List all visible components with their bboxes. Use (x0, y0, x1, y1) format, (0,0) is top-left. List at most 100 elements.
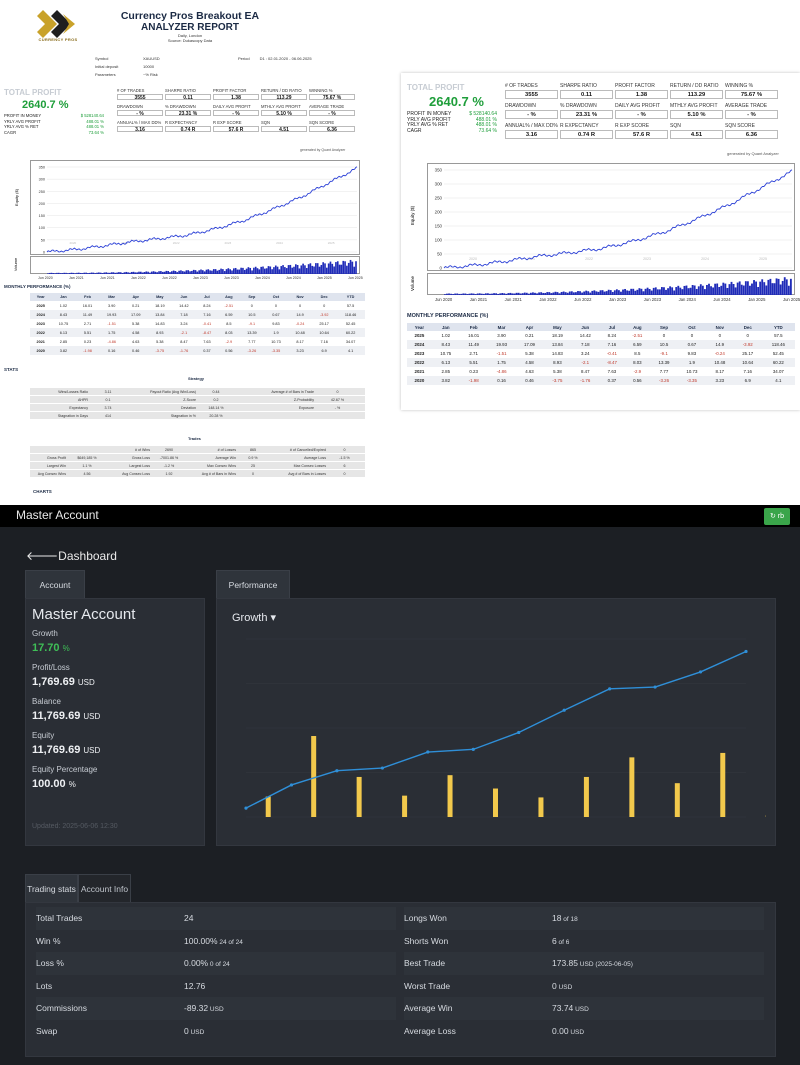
volume-bar (302, 263, 304, 274)
volume-bar (174, 271, 177, 274)
volume-bar (214, 269, 217, 274)
table-cell: 8.43 (51, 310, 76, 319)
stat-key: Longs Won (404, 913, 447, 923)
volume-bar (658, 289, 661, 295)
x-tick-label: Jun 2021 (100, 276, 115, 280)
table-cell: 4.58 (515, 358, 544, 367)
currency-pros-logo (37, 10, 75, 38)
balance-item: Balance 11,769.69 USD (32, 697, 100, 722)
tab-account-info[interactable]: Account Info (78, 874, 131, 902)
stats-row: Wins/Losses Ratio 3.11 Payout Ratio (Avg W… (30, 388, 365, 396)
table-cell: 3.90 (107, 303, 116, 308)
back-to-dashboard-link[interactable]: 🡐Dashboard (26, 549, 117, 563)
volume-bar (628, 290, 631, 295)
table-row: 2023 10.75 2.71 -1.51 5.38 14.83 3.24 -0.41 8.5 -… (407, 349, 795, 358)
volume-bar (468, 293, 471, 295)
table-cell: -8.47 (195, 328, 218, 337)
volume-bar (515, 292, 518, 295)
table-cell: 0.21 (525, 333, 534, 338)
volume-bar (554, 291, 557, 295)
tab-account-details[interactable]: Account Details (25, 570, 85, 618)
volume-bar (613, 290, 616, 295)
volume-bar (98, 272, 100, 274)
volume-bar (566, 292, 569, 295)
stat-cell: AVERAGE TRADE - % (309, 104, 355, 117)
table-cell: 6.59 (624, 340, 651, 349)
meta-row: Symbol XAUUSD (95, 56, 183, 64)
tab-trading-stats[interactable]: Trading stats (25, 874, 78, 902)
table-cell: 18.19 (551, 333, 563, 338)
volume-bar (767, 279, 770, 295)
trading-stat-row: Average Win 73.74 USD (404, 997, 764, 1021)
stat-value: 75.67 % (725, 90, 778, 99)
stat-cell: R EXPECTANCY 0.74 R (165, 120, 211, 133)
table-cell: 10.75 (58, 321, 69, 326)
volume-bar (140, 271, 142, 274)
stat-value: 5.10 % (261, 110, 307, 117)
volume-bar (245, 268, 248, 274)
stat-value: 57.6 R (213, 126, 259, 133)
account-dashboard: Master Account ↻ rb 🡐Dashboard Account D… (0, 505, 800, 1065)
volume-bar (636, 289, 639, 295)
volume-bar (642, 291, 645, 295)
table-cell: 0.23 (83, 339, 92, 344)
money-row: YRLY AVG PROFIT 488.01 % (4, 119, 104, 125)
table-cell: 8.43 (431, 340, 460, 349)
table-cell: -3.35 (677, 376, 706, 385)
volume-bar (593, 290, 596, 295)
stat-value: 3555 (117, 94, 163, 101)
money-value: $ 528140.64 (80, 113, 104, 118)
month-header: Jun (171, 293, 196, 301)
growth-chart (244, 638, 766, 818)
volume-bar (648, 288, 651, 295)
daily-bar (265, 796, 271, 817)
volume-bar (105, 272, 107, 274)
money-row: YRLY AVG % RET 488.01 % (4, 124, 104, 130)
volume-bar (192, 269, 195, 274)
month-header: May (543, 323, 572, 331)
volume-bar (556, 292, 559, 295)
volume-bar (560, 291, 563, 295)
stats-cell: 42.67 % (330, 397, 345, 402)
chart-type-dropdown[interactable]: Growth ▾ (232, 612, 277, 624)
table-cell: 3.23 (288, 346, 313, 355)
growth-item: Growth 17.70 % (32, 629, 70, 654)
volume-bar (456, 293, 459, 295)
stat-heading: MTHLY AVG PROFIT (261, 104, 301, 109)
volume-bar (503, 293, 506, 295)
volume-bar (742, 285, 745, 295)
volume-bar (595, 291, 598, 295)
volume-bar (347, 262, 350, 274)
refresh-button[interactable]: ↻ rb (764, 508, 790, 525)
volume-bar (699, 284, 702, 295)
volume-bar (180, 270, 182, 274)
inner-year-label: 2024 (276, 241, 283, 245)
equity-chart-frame: 350 300 250 200 150 100 50 0 2020 2021 2022 2023 202… (30, 160, 360, 255)
stats-cell: 148.14 % (208, 405, 224, 410)
volume-bar (489, 293, 491, 295)
tab-performance-charts[interactable]: Performance Charts (216, 570, 290, 618)
table-cell: 1.75 (99, 328, 124, 337)
volume-bar (171, 271, 173, 274)
stat-value: 23.31 % (560, 110, 613, 119)
y-tick-label: 200 (435, 210, 443, 215)
money-key: CAGR (407, 127, 422, 134)
table-cell: 7.18 (171, 310, 196, 319)
volume-bar (572, 292, 575, 295)
volume-bar (227, 268, 230, 274)
volume-bar (761, 279, 764, 295)
stat-cell: DAILY AVG PROFIT - % (213, 104, 259, 117)
table-cell: 1.02 (441, 333, 451, 338)
stats-row: Expectancy 3.74 Deviation 148.14 % Exposure -… (30, 404, 365, 412)
volume-chart-frame-zoomed (427, 273, 795, 295)
money-key: PROFIT IN MONEY (407, 111, 452, 117)
stat-key: Loss % (36, 958, 64, 969)
table-cell: 3.24 (180, 321, 188, 326)
stat-cell: SQN SCORE 6.36 (309, 120, 355, 133)
month-header: Aug (624, 323, 651, 331)
trading-stat-row: Loss % 0.00% 0 of 24 (36, 952, 396, 976)
strategy-title: Strategy (188, 376, 205, 381)
volume-bar (570, 291, 573, 295)
volume-bar (183, 271, 186, 274)
money-key: YRLY AVG % RET (4, 124, 39, 129)
